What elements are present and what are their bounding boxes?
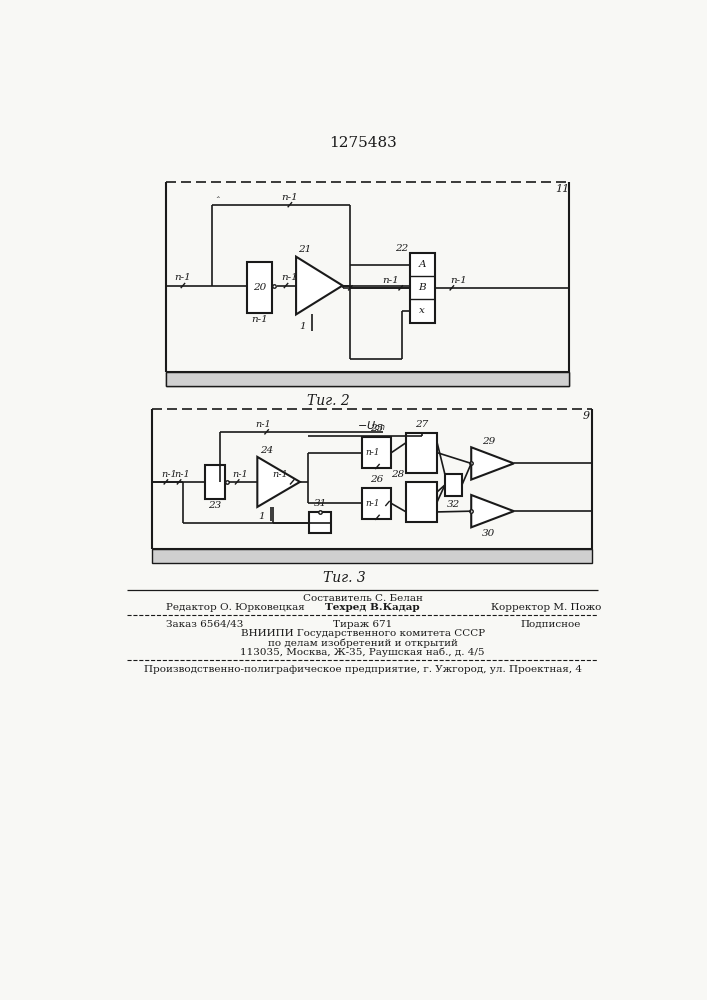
Text: x: x — [419, 306, 426, 315]
Text: 11: 11 — [556, 184, 570, 194]
Bar — [445, 474, 462, 496]
Text: n-1: n-1 — [365, 448, 380, 457]
Text: n-1: n-1 — [281, 273, 298, 282]
Text: 1: 1 — [299, 322, 305, 331]
Text: n-1: n-1 — [365, 499, 380, 508]
Bar — [410, 253, 435, 323]
Text: 113035, Москва, Ж-35, Раушская наб., д. 4/5: 113035, Москва, Ж-35, Раушская наб., д. … — [240, 647, 485, 657]
Text: 32: 32 — [447, 500, 460, 509]
Text: A: A — [419, 260, 426, 269]
Text: n-1: n-1 — [251, 315, 268, 324]
Text: Редактор О. Юрковецкая: Редактор О. Юрковецкая — [166, 603, 305, 612]
Text: $-U_{on}$: $-U_{on}$ — [357, 419, 385, 433]
Text: 23: 23 — [208, 501, 221, 510]
Text: n-1: n-1 — [161, 470, 177, 479]
Text: Тираж 671: Тираж 671 — [333, 620, 392, 629]
Text: ˆ: ˆ — [214, 197, 218, 206]
Text: Подписное: Подписное — [521, 620, 581, 629]
Text: Составитель С. Белан: Составитель С. Белан — [303, 594, 423, 603]
Text: Техред В.Кадар: Техред В.Кадар — [325, 603, 419, 612]
Bar — [362, 437, 392, 468]
Text: B: B — [419, 283, 426, 292]
Polygon shape — [472, 447, 514, 480]
Bar — [247, 262, 272, 312]
Text: n-1: n-1 — [273, 470, 288, 479]
Bar — [309, 512, 331, 533]
Bar — [152, 549, 592, 563]
Text: n-1: n-1 — [233, 470, 248, 479]
Text: n-1: n-1 — [281, 192, 298, 202]
Text: n-1: n-1 — [450, 276, 467, 285]
Text: 21: 21 — [298, 245, 312, 254]
Text: 24: 24 — [260, 446, 274, 455]
Text: 1275483: 1275483 — [329, 136, 397, 150]
Text: 1: 1 — [259, 512, 265, 521]
Text: n-1: n-1 — [175, 273, 192, 282]
Text: 27: 27 — [415, 420, 428, 429]
Text: 9: 9 — [583, 411, 590, 421]
Text: 25: 25 — [370, 424, 383, 433]
Text: по делам изобретений и открытий: по делам изобретений и открытий — [268, 638, 457, 648]
Text: 22: 22 — [395, 244, 409, 253]
Text: Производственно-полиграфическое предприятие, г. Ужгород, ул. Проектная, 4: Производственно-полиграфическое предприя… — [144, 665, 582, 674]
Polygon shape — [296, 257, 343, 314]
Text: 30: 30 — [482, 529, 496, 538]
Bar — [166, 372, 569, 386]
Text: 20: 20 — [253, 283, 267, 292]
Text: Корректор М. Пожо: Корректор М. Пожо — [491, 603, 602, 612]
Text: n-1: n-1 — [175, 470, 190, 479]
Text: 29: 29 — [482, 437, 496, 446]
Text: n-1: n-1 — [255, 420, 271, 429]
Polygon shape — [257, 457, 300, 507]
Text: 28: 28 — [392, 470, 404, 479]
Text: 31: 31 — [313, 499, 327, 508]
Text: 26: 26 — [370, 475, 383, 484]
Bar — [362, 488, 392, 519]
Text: Τиг. 3: Τиг. 3 — [323, 571, 366, 585]
Text: Заказ 6564/43: Заказ 6564/43 — [166, 620, 243, 629]
Bar — [166, 372, 569, 386]
Bar — [204, 465, 225, 499]
Bar — [406, 433, 437, 473]
Text: n-1: n-1 — [382, 276, 399, 285]
Polygon shape — [472, 495, 514, 527]
Text: ВНИИПИ Государственного комитета СССР: ВНИИПИ Государственного комитета СССР — [240, 629, 485, 638]
Bar — [406, 482, 437, 522]
Text: Τиг. 2: Τиг. 2 — [308, 394, 350, 408]
